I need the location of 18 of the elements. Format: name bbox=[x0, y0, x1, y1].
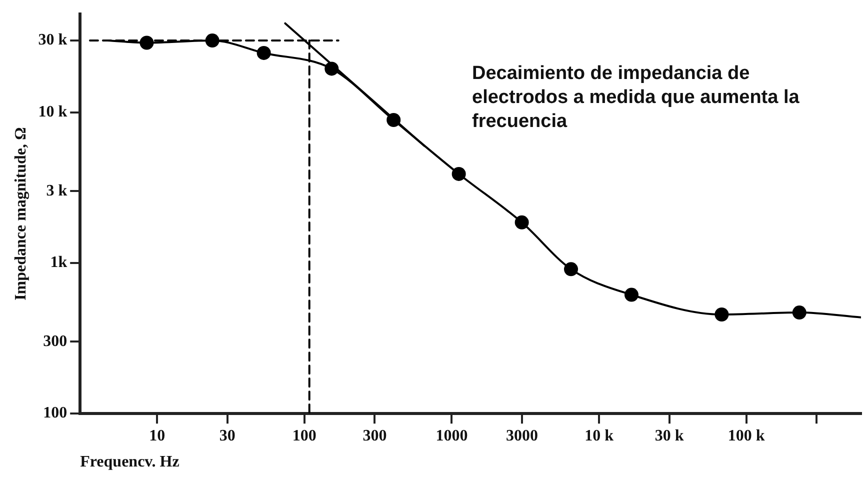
x-tick-label: 1000 bbox=[436, 427, 468, 444]
y-tick-label: 100 bbox=[43, 404, 68, 422]
x-tick-label: 30 k bbox=[654, 427, 684, 444]
x-axis-title: Frequencv. Hz bbox=[80, 454, 180, 471]
x-tick-label: 100 k bbox=[728, 427, 765, 444]
y-tick-label: 10 k bbox=[38, 104, 68, 121]
x-tick-label: 30 bbox=[219, 427, 236, 444]
x-tick-label: 300 bbox=[362, 427, 387, 444]
y-tick-label: 1k bbox=[50, 254, 68, 272]
x-tick-label: 10 bbox=[149, 427, 166, 444]
x-tick-label: 10 k bbox=[584, 427, 614, 444]
y-tick-label: 300 bbox=[43, 332, 68, 350]
x-tick-label: 3000 bbox=[506, 427, 538, 444]
y-tick-label: 30 k bbox=[38, 32, 68, 49]
x-tick-label: 100 bbox=[292, 427, 316, 444]
y-axis-title: Impedance magnitude, Ω bbox=[12, 126, 30, 300]
y-tick-label: 3 k bbox=[46, 182, 68, 200]
annotation: Decaimiento de impedancia de electrodos a medida que aumenta la frecuencia bbox=[472, 62, 800, 134]
